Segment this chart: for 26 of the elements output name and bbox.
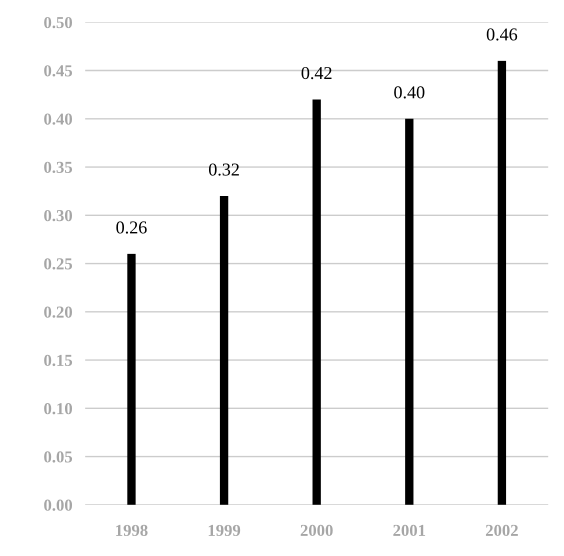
data-label: 0.26 [116,221,147,234]
bar [405,118,414,505]
x-tick-label: 2001 [393,524,426,536]
y-tick-label: 0.45 [44,65,72,77]
y-tick-label: 0.50 [44,16,72,28]
y-tick-label: 0.20 [44,306,72,318]
data-label: 0.42 [302,66,332,80]
bar [127,254,136,505]
x-tick-label: 1998 [116,524,148,536]
data-label: 0.40 [394,86,424,99]
data-label: 0.32 [208,163,239,176]
bar [498,60,506,505]
x-tick-label: 2000 [300,524,333,536]
y-tick-label: 0.05 [44,451,72,463]
bar [220,196,228,505]
y-tick-label: 0.15 [44,354,72,366]
x-tick-label: 1999 [208,524,240,536]
y-tick-label: 0.25 [44,258,72,270]
y-tick-label: 0.00 [44,500,72,511]
x-tick-label: 2002 [486,524,518,536]
y-tick-label: 0.35 [44,162,72,174]
bar [312,99,321,505]
data-label: 0.46 [486,28,518,41]
y-tick-label: 0.40 [44,113,72,125]
y-tick-label: 0.10 [44,403,72,414]
y-tick-label: 0.30 [44,210,72,222]
